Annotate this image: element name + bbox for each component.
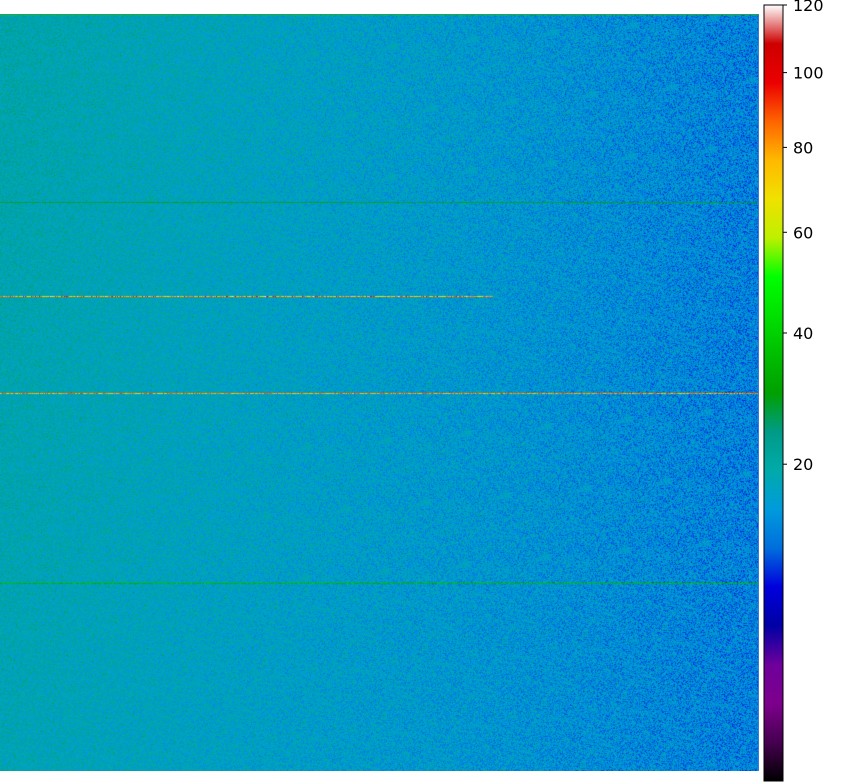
- colorbar-tick-label: 120: [793, 0, 824, 15]
- colorbar-gradient: [763, 4, 784, 782]
- colorbar: 20 40 60 80 100 120: [763, 0, 824, 782]
- detector-image-heatmap: [0, 14, 759, 771]
- colorbar-tick-label: 60: [793, 223, 813, 242]
- colorbar-tick-label: 80: [793, 138, 813, 157]
- colorbar-tick-label: 40: [793, 324, 813, 343]
- colorbar-tick-label: 100: [793, 64, 824, 83]
- colorbar-tick-label: 20: [793, 455, 813, 474]
